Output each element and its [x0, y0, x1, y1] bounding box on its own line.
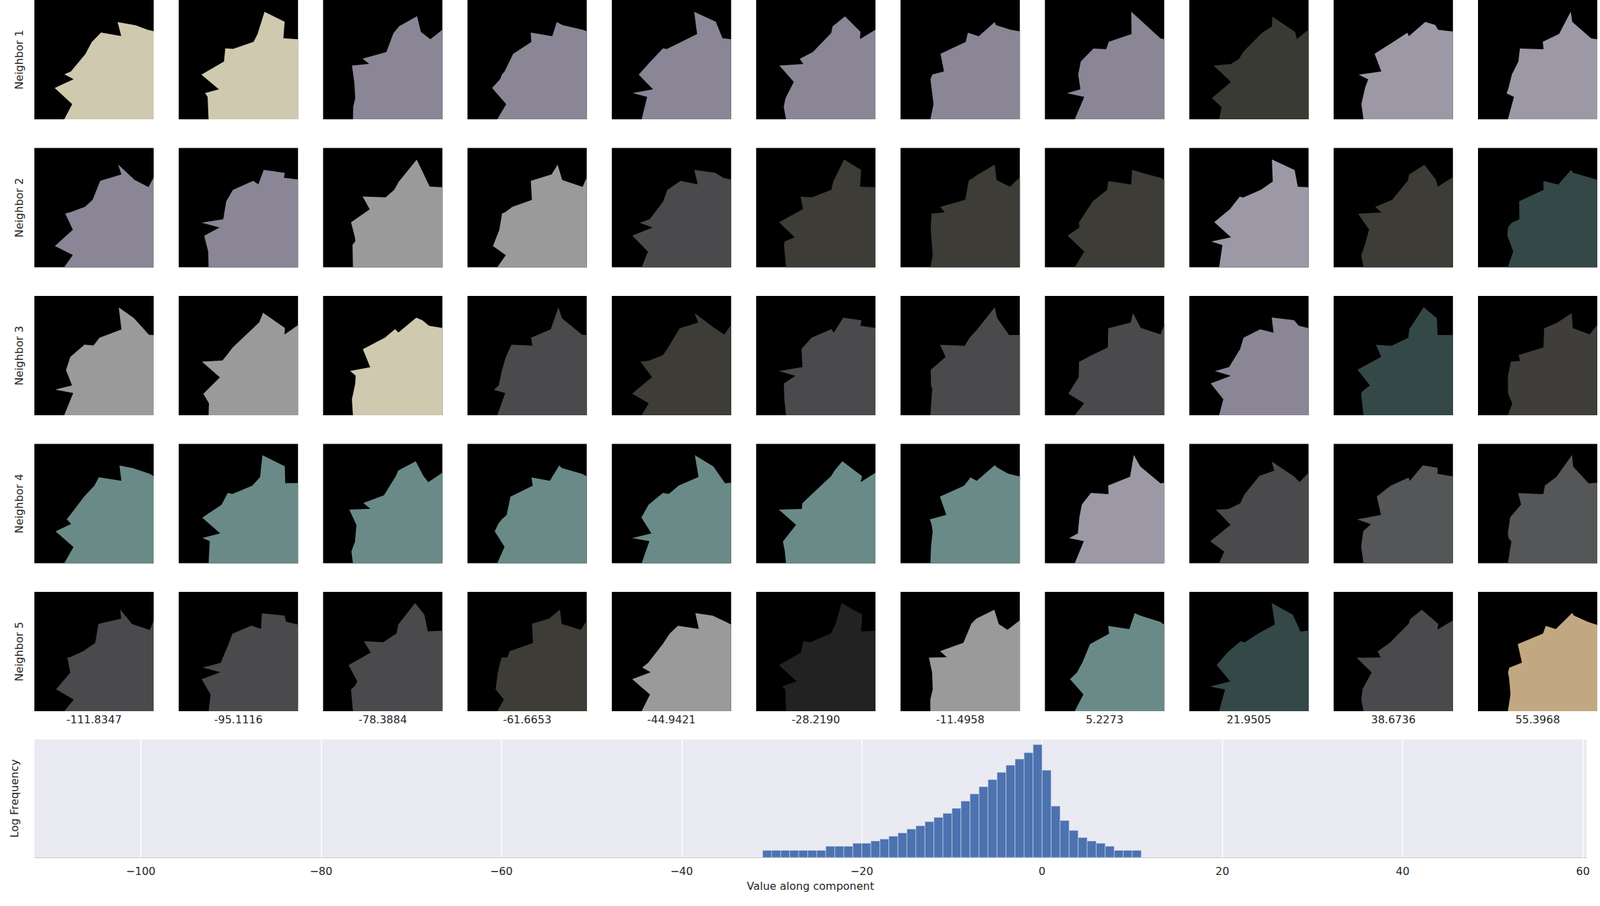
svg-text:-11.4958: -11.4958 [936, 713, 985, 726]
svg-text:-28.2190: -28.2190 [791, 713, 841, 726]
svg-text:Neighbor 3: Neighbor 3 [12, 325, 26, 385]
svg-text:38.6736: 38.6736 [1370, 713, 1416, 726]
svg-text:-61.6653: -61.6653 [502, 713, 552, 726]
svg-text:Neighbor 5: Neighbor 5 [12, 621, 26, 681]
svg-text:Neighbor 4: Neighbor 4 [12, 473, 26, 534]
svg-text:−80: −80 [309, 864, 333, 878]
svg-text:−60: −60 [489, 864, 513, 878]
svg-text:0: 0 [1038, 864, 1046, 878]
svg-text:5.2273: 5.2273 [1085, 713, 1124, 726]
svg-text:-44.9421: -44.9421 [647, 713, 696, 726]
svg-text:-78.3884: -78.3884 [358, 713, 408, 726]
svg-text:−40: −40 [669, 864, 693, 878]
svg-text:−100: −100 [126, 864, 156, 878]
svg-text:55.3968: 55.3968 [1515, 713, 1560, 726]
svg-text:Value along component: Value along component [746, 879, 875, 893]
svg-text:Log Frequency: Log Frequency [8, 758, 21, 838]
svg-text:60: 60 [1575, 864, 1590, 878]
svg-text:21.9505: 21.9505 [1226, 713, 1272, 726]
svg-text:-111.8347: -111.8347 [66, 713, 122, 726]
svg-text:-95.1116: -95.1116 [214, 713, 263, 726]
svg-text:40: 40 [1395, 864, 1410, 878]
svg-text:Neighbor 1: Neighbor 1 [12, 29, 26, 89]
svg-text:−20: −20 [850, 864, 874, 878]
svg-text:20: 20 [1215, 864, 1230, 878]
svg-text:Neighbor 2: Neighbor 2 [12, 177, 26, 238]
